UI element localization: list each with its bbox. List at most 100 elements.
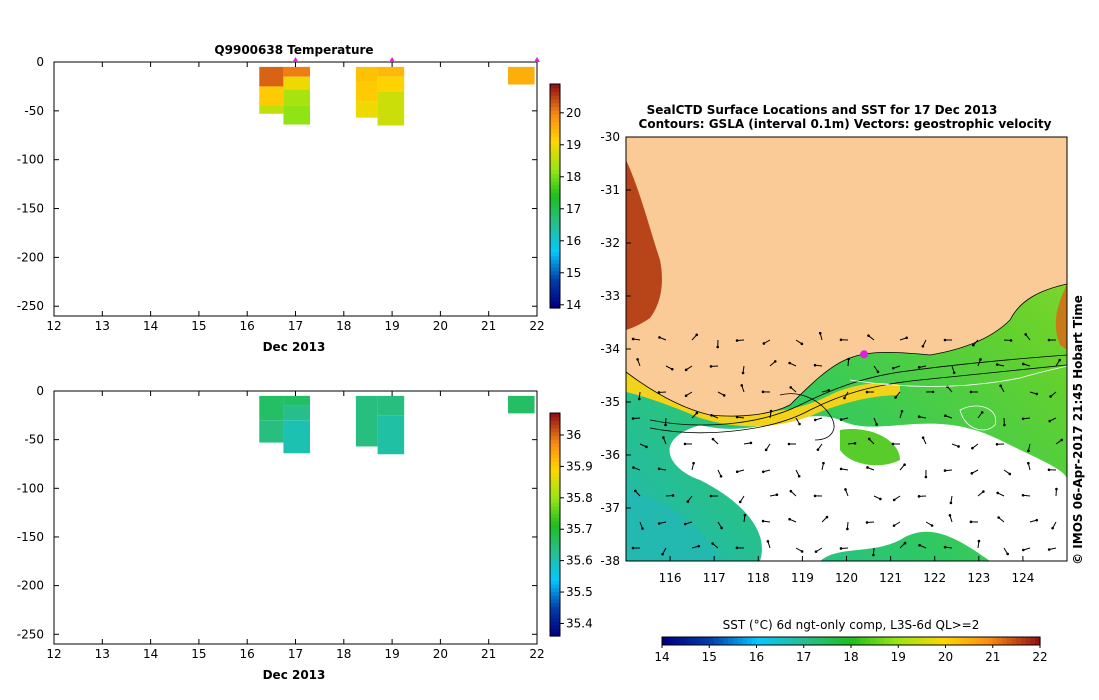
map-longitude-axis: 116 117 118 119 120 121 122 123 124: [659, 556, 1034, 585]
profile-cell: [259, 395, 284, 421]
velocity-vector-head: [1024, 333, 1028, 336]
velocity-vector-head: [657, 522, 661, 525]
lat-tick-label: -38: [600, 554, 620, 568]
colorbar-tick-label: 14: [654, 650, 669, 664]
colorbar-segment: [550, 293, 560, 298]
colorbar-segment: [978, 637, 984, 645]
colorbar-segment: [550, 278, 560, 283]
colorbar-segment: [550, 550, 560, 555]
y-tick-label: -150: [17, 530, 44, 544]
colorbar-segment: [550, 248, 560, 253]
sst-warm-strip: [626, 365, 900, 427]
velocity-vector-head: [670, 367, 674, 371]
lon-tick-label: 119: [791, 571, 814, 585]
colorbar-tick-label: 35.9: [566, 459, 593, 473]
colorbar-segment: [803, 637, 810, 645]
colorbar-segment: [550, 121, 560, 126]
velocity-vector-head: [709, 494, 713, 498]
x-tick-label: 12: [46, 319, 61, 333]
colorbar-segment: [550, 509, 560, 514]
colorbar-segment: [784, 637, 791, 645]
colorbar-tick-label: 20: [566, 106, 581, 120]
colorbar-segment: [874, 637, 880, 645]
colorbar-segment: [907, 637, 914, 645]
colorbar-segment: [775, 637, 781, 645]
profile-cell: [283, 66, 310, 77]
x-tick-label: 18: [336, 647, 351, 661]
colorbar-segment: [709, 637, 715, 645]
velocity-vector-head: [684, 368, 688, 372]
colorbar-segment: [550, 446, 560, 451]
velocity-vector-head: [921, 436, 925, 439]
colorbar-segment: [550, 173, 560, 178]
y-tick-label: -250: [17, 627, 44, 641]
colorbar-segment: [550, 95, 560, 100]
colorbar-segment: [550, 498, 560, 503]
temperature-x-axis: 12 13 14 15 16 17 18 19 20 21 22: [46, 62, 545, 333]
velocity-vector-head: [822, 461, 825, 465]
velocity-vector-head: [865, 521, 869, 524]
lat-tick-label: -33: [600, 289, 620, 303]
y-tick-label: -100: [17, 153, 44, 167]
colorbar-segment: [912, 637, 918, 645]
profile-marker: [534, 57, 540, 62]
velocity-vector-head: [970, 472, 974, 475]
colorbar-segment: [550, 304, 560, 309]
velocity-vector-head: [761, 519, 765, 523]
x-tick-label: 20: [433, 319, 448, 333]
velocity-vector-head: [892, 366, 895, 370]
velocity-vector-head: [1008, 472, 1012, 476]
colorbar-segment: [550, 158, 560, 163]
velocity-vector-head: [1021, 493, 1025, 497]
colorbar-segment: [550, 517, 560, 522]
y-tick-label: -100: [17, 481, 44, 495]
salinity-y-axis: 0 -50 -100 -150 -200 -250: [17, 384, 537, 641]
colorbar-segment: [550, 494, 560, 500]
velocity-vector-head: [636, 358, 639, 361]
colorbar-segment: [550, 199, 560, 205]
profile-cell: [377, 395, 405, 416]
velocity-vector-head: [710, 414, 713, 417]
colorbar-segment: [550, 125, 560, 130]
velocity-vector-head: [943, 469, 947, 472]
colorbar-tick-label: 19: [566, 138, 581, 152]
velocity-vector-head: [789, 489, 793, 493]
velocity-vector-head: [969, 390, 973, 394]
temperature-profiles: [259, 66, 535, 126]
velocity-vector-head: [766, 540, 770, 543]
velocity-vector-head: [684, 394, 688, 398]
profile-cell: [377, 91, 405, 126]
colorbar-frame: [549, 412, 561, 637]
colorbar-segment: [550, 583, 560, 589]
velocity-vector-head: [1058, 358, 1062, 362]
map-subtitle: Contours: GSLA (interval 0.1m) Vectors: …: [639, 117, 1052, 131]
lon-tick-label: 122: [923, 571, 946, 585]
colorbar-segment: [770, 637, 776, 645]
map-latitude-axis: -30 -31 -32 -33 -34 -35 -36 -37 -38: [600, 130, 631, 568]
colorbar-segment: [550, 214, 560, 219]
temperature-title: Q9900638 Temperature: [214, 43, 373, 57]
colorbar-segment: [997, 637, 1003, 645]
velocity-vector-head: [982, 490, 985, 493]
velocity-vector-head: [716, 345, 720, 349]
colorbar-segment: [695, 637, 701, 645]
colorbar-segment: [550, 528, 560, 533]
velocity-vector-head: [867, 437, 871, 441]
colorbar-segment: [550, 281, 560, 287]
colorbar-tick-label: 15: [566, 266, 581, 280]
gsla-contours-white: [849, 365, 1067, 431]
profile-cell: [259, 420, 284, 443]
sst-colorbar: 14 15 16 17 18 19 20 21 22: [654, 636, 1048, 664]
colorbar-segment: [723, 637, 729, 645]
velocity-vector-head: [903, 463, 906, 467]
velocity-vector-head: [977, 539, 981, 543]
colorbar-segment: [902, 637, 909, 645]
x-tick-label: 21: [481, 647, 496, 661]
colorbar-tick-label: 35.6: [566, 554, 593, 568]
colorbar-segment: [940, 637, 947, 645]
colorbar-segment: [550, 222, 560, 227]
colorbar-tick-label: 19: [891, 650, 906, 664]
velocity-vector-head: [631, 337, 635, 341]
colorbar-segment: [959, 637, 965, 645]
